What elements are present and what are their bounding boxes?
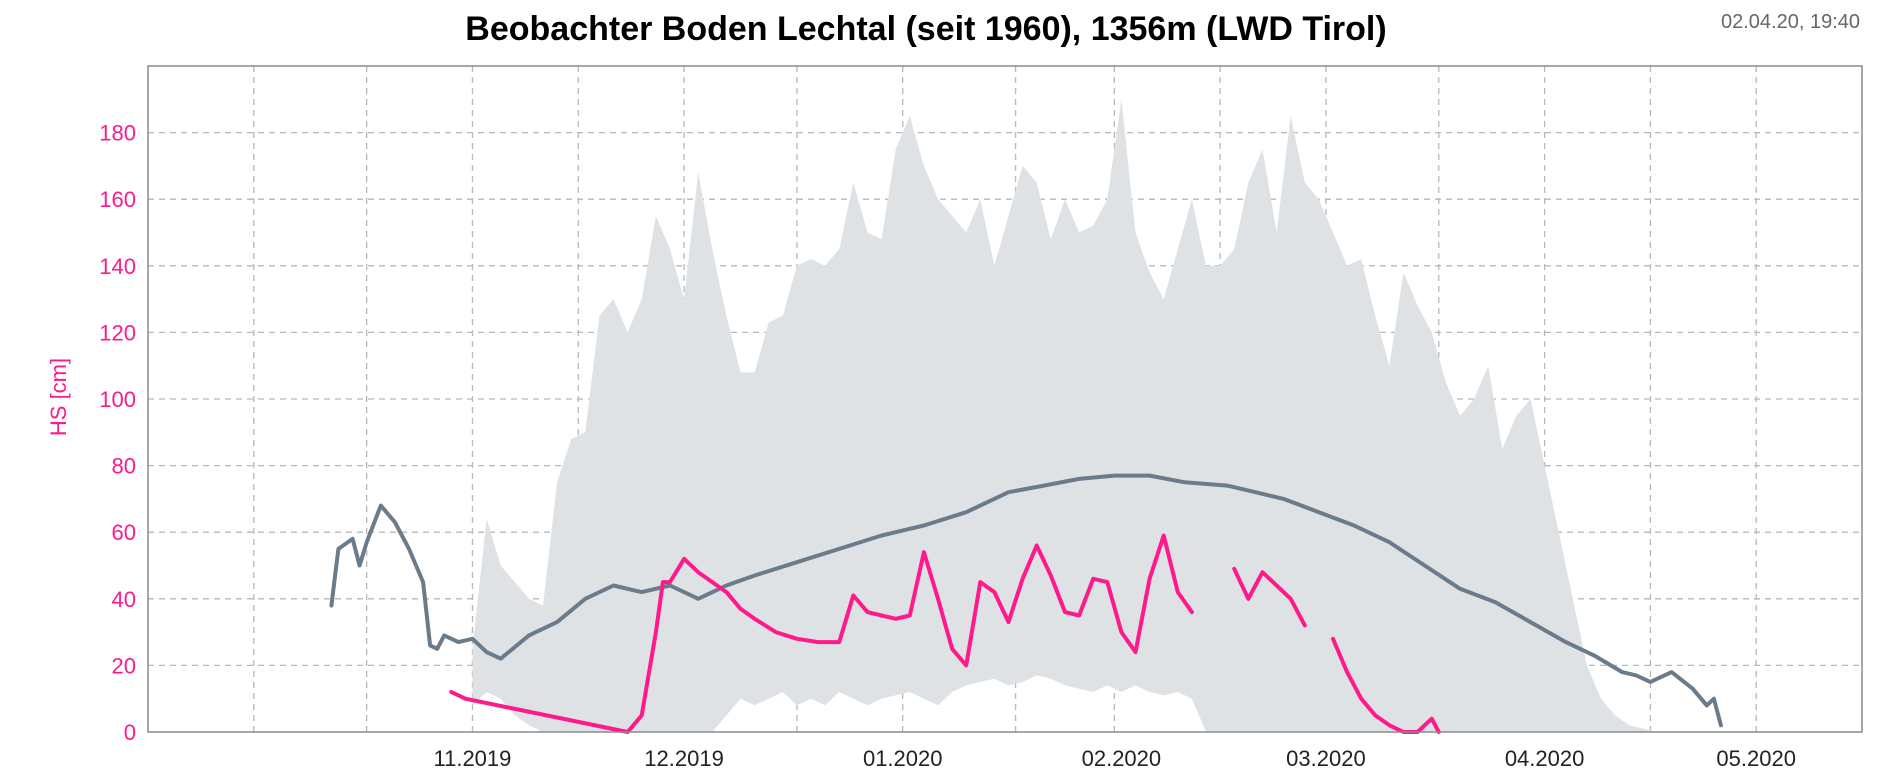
y-tick-label: 80 <box>112 454 136 479</box>
median-series <box>329 473 1723 728</box>
y-tick-label: 40 <box>112 587 136 612</box>
x-tick-label: 05.2020 <box>1716 746 1796 771</box>
y-tick-label: 100 <box>99 387 136 412</box>
axes: 0 20 40 60 80 100 120 140 160 180 11.2019 12.2019 01… <box>99 121 1796 771</box>
range-band-area <box>472 99 1679 733</box>
x-tick-label: 04.2020 <box>1505 746 1585 771</box>
median-line <box>329 473 1723 728</box>
x-tick-label: 11.2019 <box>434 746 512 771</box>
y-tick-label: 0 <box>124 720 136 745</box>
current-line <box>449 533 1194 734</box>
current-line <box>1232 566 1307 628</box>
y-tick-label: 60 <box>112 520 136 545</box>
x-tick-label: 12.2019 <box>644 746 724 771</box>
x-tick-label: 03.2020 <box>1286 746 1366 771</box>
x-tick-label: 02.2020 <box>1082 746 1162 771</box>
current-line <box>1331 636 1441 734</box>
current-series <box>449 533 1441 734</box>
y-axis-label: HS [cm] <box>46 358 71 436</box>
y-tick-label: 180 <box>99 121 136 146</box>
x-tick-label: 01.2020 <box>863 746 943 771</box>
chart-title: Beobachter Boden Lechtal (seit 1960), 13… <box>465 10 1386 48</box>
timestamp: 02.04.20, 19:40 <box>1721 11 1860 33</box>
y-tick-label: 120 <box>99 320 136 345</box>
range-band <box>472 99 1679 733</box>
plot-frame <box>147 65 1863 733</box>
y-tick-label: 20 <box>112 653 136 678</box>
y-tick-label: 140 <box>99 254 136 279</box>
y-tick-label: 160 <box>99 187 136 212</box>
